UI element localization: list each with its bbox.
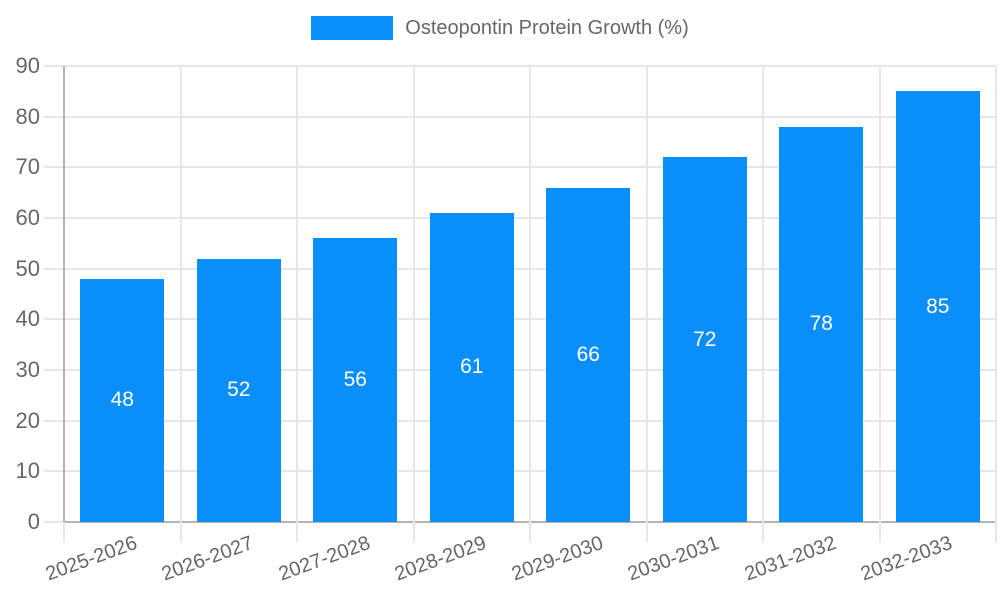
bar-2026-2027[interactable] — [196, 258, 281, 522]
x-tick-mark — [296, 522, 298, 542]
bar-2031-2032[interactable] — [779, 126, 864, 522]
bar-value-label: 56 — [343, 368, 367, 392]
x-tick-label: 2029-2030 — [508, 532, 606, 586]
x-tick-label: 2030-2031 — [624, 532, 723, 586]
y-tick-mark — [44, 521, 64, 523]
y-tick-mark — [44, 166, 64, 169]
bar-2027-2028[interactable] — [313, 238, 398, 522]
y-tick-mark — [44, 369, 64, 371]
bar-value-label: 52 — [227, 378, 251, 402]
x-tick-label: 2027-2028 — [275, 532, 373, 586]
bar-2028-2029[interactable] — [429, 212, 514, 522]
y-tick-label: 60 — [15, 205, 40, 230]
x-tick-mark — [878, 522, 881, 542]
y-tick-label: 30 — [15, 357, 40, 382]
y-tick-mark — [44, 267, 64, 270]
x-tick-mark — [645, 522, 648, 542]
bar-value-label: 66 — [576, 342, 600, 366]
bar-value-label: 78 — [809, 312, 833, 336]
bar-2030-2031[interactable] — [662, 157, 747, 522]
bar-value-label: 61 — [460, 355, 484, 379]
bar-2032-2033[interactable] — [895, 91, 980, 522]
x-tick-label: 2032-2033 — [857, 532, 956, 586]
x-tick-mark — [995, 522, 997, 542]
legend-label: Osteopontin Protein Growth (%) — [405, 16, 689, 39]
y-tick-mark — [44, 115, 64, 118]
x-tick-label: 2028-2029 — [391, 532, 490, 586]
bar-2025-2026[interactable] — [80, 278, 165, 522]
y-tick-label: 50 — [15, 255, 40, 281]
x-tick-mark — [63, 522, 65, 542]
y-tick-label: 90 — [15, 53, 40, 78]
legend: Osteopontin Protein Growth (%) — [0, 16, 1000, 40]
x-tick-label: 2025-2026 — [42, 532, 140, 586]
y-tick-mark — [44, 419, 64, 422]
y-tick-label: 0 — [27, 509, 40, 534]
y-tick-label: 10 — [15, 458, 40, 484]
x-tick-mark — [762, 522, 764, 542]
x-tick-label: 2026-2027 — [158, 532, 257, 586]
x-tick-mark — [529, 522, 531, 542]
v-gridline — [412, 66, 415, 522]
legend-item[interactable]: Osteopontin Protein Growth (%) — [311, 16, 689, 40]
y-tick-mark — [44, 217, 64, 219]
v-gridline — [179, 66, 182, 522]
v-gridline — [529, 66, 531, 522]
x-tick-mark — [179, 522, 182, 542]
v-gridline — [995, 66, 997, 522]
bar-2029-2030[interactable] — [546, 187, 631, 522]
y-tick-mark — [44, 318, 64, 321]
v-gridline — [762, 66, 764, 522]
y-tick-label: 40 — [15, 306, 40, 332]
x-tick-label: 2031-2032 — [741, 532, 839, 586]
y-tick-label: 80 — [15, 103, 40, 129]
v-gridline — [878, 66, 881, 522]
y-tick-mark — [44, 470, 64, 473]
y-tick-mark — [44, 65, 64, 67]
legend-swatch-icon — [311, 16, 394, 40]
bar-value-label: 85 — [926, 294, 950, 318]
y-tick-label: 20 — [15, 407, 40, 433]
x-tick-mark — [412, 522, 415, 542]
y-axis-line — [63, 66, 65, 522]
y-tick-label: 70 — [15, 154, 40, 180]
bar-value-label: 48 — [110, 388, 134, 412]
v-gridline — [645, 66, 648, 522]
bar-value-label: 72 — [693, 327, 717, 351]
v-gridline — [296, 66, 298, 522]
